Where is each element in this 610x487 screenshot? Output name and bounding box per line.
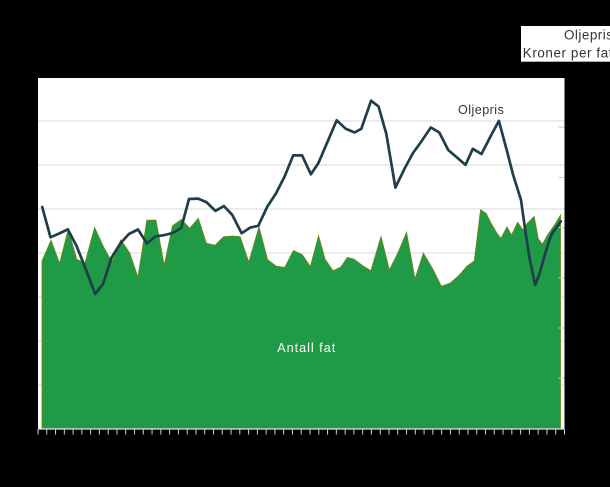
svg-text:Antall fat: Antall fat (277, 341, 336, 355)
svg-text:Kroner per fat: Kroner per fat (523, 46, 610, 61)
svg-text:Oljepris: Oljepris (458, 103, 504, 117)
svg-text:Oljepris: Oljepris (564, 28, 610, 43)
